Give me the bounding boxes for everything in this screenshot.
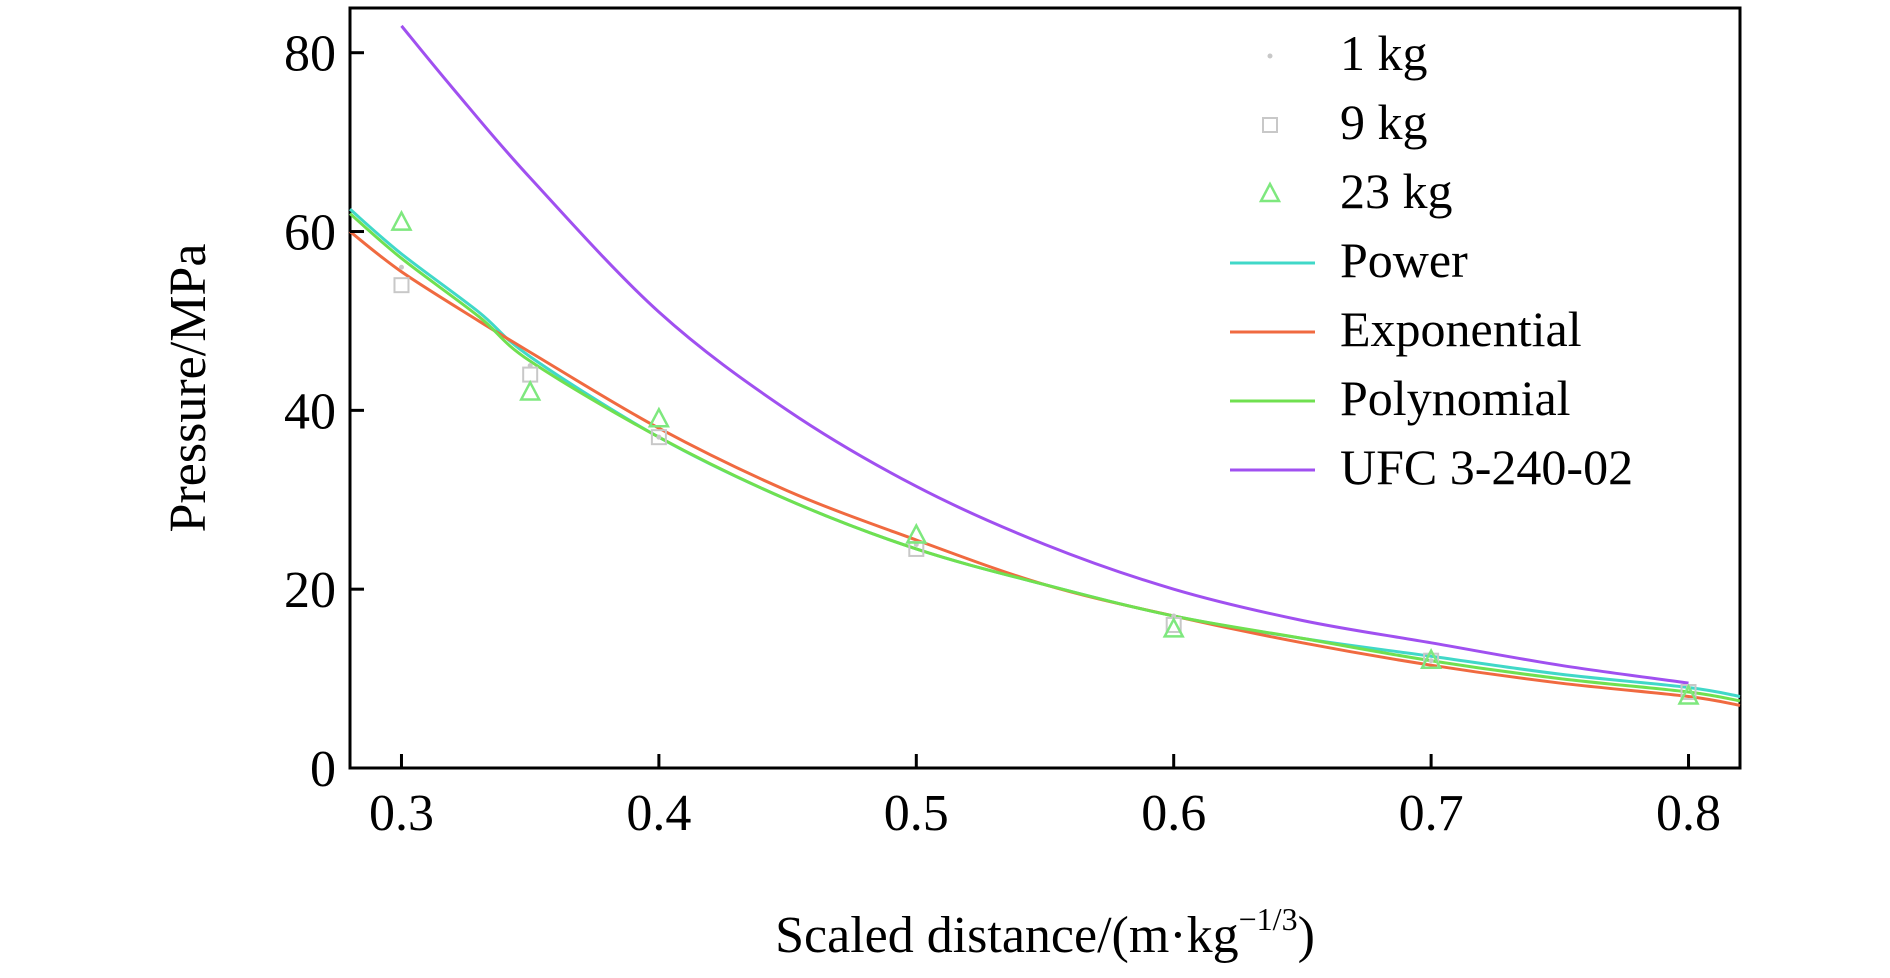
x-tick-label-5: 0.8 <box>1656 785 1721 842</box>
plot-frame <box>348 6 1742 770</box>
legend-item-ufc-3-240-02: UFC 3-240-02 <box>1230 439 1633 495</box>
legend: 1 kg 9 kg 23 kg Power Exponential Polynomial U… <box>1230 25 1633 495</box>
point-9-kg-2 <box>650 429 667 446</box>
x-axis-label: Scaled distance/(m·kg−1/3) <box>775 901 1315 964</box>
point-9-kg-0 <box>393 277 410 294</box>
legend-item-23-kg: 23 kg <box>1258 163 1453 219</box>
point-9-kg-1 <box>522 366 539 383</box>
legend-label-exponential: Exponential <box>1340 301 1582 357</box>
y-tick-label-3: 60 <box>284 205 336 262</box>
series-line-ufc-3-240-02 <box>400 24 1689 685</box>
legend-label-9-kg: 9 kg <box>1340 94 1428 150</box>
x-tick-label-3: 0.6 <box>1141 785 1206 842</box>
legend-swatch-1-kg <box>1267 53 1273 59</box>
x-tick-label-4: 0.7 <box>1399 785 1464 842</box>
legend-item-power: Power <box>1230 232 1468 288</box>
legend-item-1-kg: 1 kg <box>1267 25 1428 81</box>
x-axis-label-main: Scaled distance/(m·kg <box>775 907 1239 964</box>
series-line-polynomial <box>349 212 1741 703</box>
legend-item-polynomial: Polynomial <box>1230 370 1571 426</box>
series-23-kg <box>390 209 1700 705</box>
series-polynomial <box>349 212 1741 703</box>
point-1-kg-0 <box>398 264 404 270</box>
series-ufc-3-240-02 <box>400 24 1689 685</box>
y-tick-label-0: 0 <box>310 741 336 798</box>
point-23-kg-5 <box>1420 648 1443 669</box>
series-layer <box>349 24 1741 707</box>
point-1-kg-2 <box>656 434 662 440</box>
legend-label-1-kg: 1 kg <box>1340 25 1428 81</box>
x-axis-label-close: ) <box>1298 907 1315 964</box>
series-exponential <box>349 230 1741 707</box>
point-23-kg-1 <box>519 379 542 401</box>
legend-label-power: Power <box>1340 232 1468 288</box>
y-tick-label-2: 40 <box>284 383 336 440</box>
legend-item-exponential: Exponential <box>1230 301 1582 357</box>
point-23-kg-3 <box>905 522 928 544</box>
legend-swatch-23-kg <box>1258 181 1282 203</box>
point-23-kg-6 <box>1677 683 1700 705</box>
legend-label-ufc-3-240-02: UFC 3-240-02 <box>1340 439 1633 495</box>
x-tick-label-0: 0.3 <box>369 785 434 842</box>
series-line-exponential <box>349 230 1741 707</box>
point-23-kg-0 <box>390 209 413 231</box>
ticks-layer: 0.3 0.4 0.5 0.6 0.7 0.8 0 20 40 60 80 <box>284 26 1721 842</box>
point-1-kg-5 <box>1428 658 1434 664</box>
legend-label-polynomial: Polynomial <box>1340 370 1571 426</box>
point-23-kg-2 <box>647 406 670 428</box>
legend-item-9-kg: 9 kg <box>1262 94 1428 150</box>
legend-label-23-kg: 23 kg <box>1340 163 1453 219</box>
y-tick-label-4: 80 <box>284 26 336 83</box>
y-axis-label: Pressure/MPa <box>160 244 217 533</box>
y-tick-label-1: 20 <box>284 562 336 619</box>
x-tick-label-1: 0.4 <box>626 785 691 842</box>
x-tick-label-2: 0.5 <box>884 785 949 842</box>
x-axis-label-superscript: −1/3 <box>1239 901 1298 937</box>
legend-swatch-9-kg <box>1262 117 1278 133</box>
point-23-kg-4 <box>1162 616 1185 638</box>
